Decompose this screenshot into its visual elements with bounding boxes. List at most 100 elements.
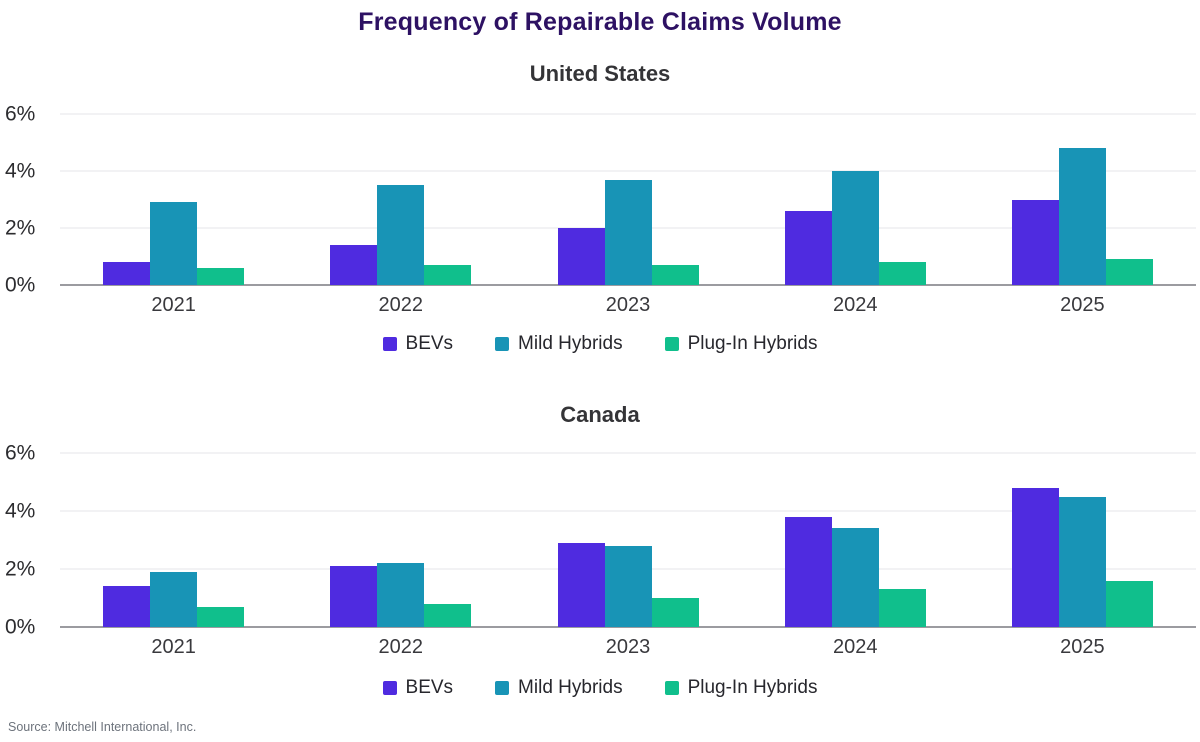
bar-plug-in-hybrids-2025 bbox=[1105, 580, 1153, 627]
x-axis-label-2021: 2021 bbox=[151, 636, 196, 658]
canada-x-axis: 2021 2022 2023 2024 2025 bbox=[60, 636, 1196, 659]
bar-bevs-2025 bbox=[1011, 199, 1059, 285]
bar-group-2025 bbox=[969, 114, 1196, 285]
bar-mild-hybrids-2025 bbox=[1058, 148, 1106, 285]
bar-mild-hybrids-2024 bbox=[831, 528, 879, 627]
bar-plug-in-hybrids-2025 bbox=[1105, 259, 1153, 285]
bar-group-2022 bbox=[287, 114, 514, 285]
legend-item-plug-in-hybrids: Plug-In Hybrids bbox=[664, 333, 818, 355]
bar-group-2021 bbox=[60, 453, 287, 627]
bar-mild-hybrids-2023 bbox=[604, 545, 652, 627]
us-chart-title: United States bbox=[529, 61, 671, 86]
y-axis-tick-2: 2% bbox=[5, 216, 36, 240]
bar-group-2022 bbox=[287, 453, 514, 627]
bar-bevs-2021 bbox=[103, 262, 151, 285]
bar-bevs-2024 bbox=[784, 210, 832, 285]
bar-mild-hybrids-2022 bbox=[377, 185, 425, 285]
y-axis-tick-0: 0% bbox=[5, 273, 36, 297]
legend-label-plug-in-hybrids: Plug-In Hybrids bbox=[687, 677, 818, 698]
legend-swatch-mild-hybrids bbox=[495, 681, 510, 695]
page-title: Frequency of Repairable Claims Volume bbox=[358, 8, 842, 36]
bar-group-2024 bbox=[742, 453, 969, 627]
us-y-axis: 6% 4% 2% 0% bbox=[0, 104, 60, 296]
bar-bevs-2023 bbox=[557, 228, 605, 285]
page: Frequency of Repairable Claims Volume Un… bbox=[0, 8, 1200, 734]
bar-bevs-2023 bbox=[557, 542, 605, 627]
x-axis-label-2023: 2023 bbox=[605, 294, 651, 316]
bar-mild-hybrids-2021 bbox=[150, 571, 198, 627]
x-axis-label-2025: 2025 bbox=[1060, 636, 1105, 658]
legend-swatch-plug-in-hybrids bbox=[664, 337, 679, 351]
bar-plug-in-hybrids-2022 bbox=[424, 265, 472, 285]
us-bar-groups bbox=[60, 114, 1196, 285]
bar-group-2025 bbox=[969, 453, 1196, 627]
x-axis-label-2022: 2022 bbox=[378, 294, 424, 316]
legend-item-bevs: BEVs bbox=[382, 677, 454, 699]
y-axis-tick-6: 6% bbox=[5, 102, 36, 126]
legend-label-bevs: BEVs bbox=[405, 677, 454, 698]
legend-label-plug-in-hybrids: Plug-In Hybrids bbox=[687, 333, 818, 354]
x-axis-label-2022: 2022 bbox=[378, 636, 424, 658]
legend-item-bevs: BEVs bbox=[382, 333, 454, 355]
canada-plot-wrap: 6% 4% 2% 0% bbox=[0, 443, 1200, 638]
legend-swatch-bevs bbox=[382, 337, 397, 351]
source-note: Source: Mitchell International, Inc. bbox=[8, 720, 197, 734]
canada-chart-title: Canada bbox=[560, 402, 640, 427]
bar-group-2023 bbox=[514, 453, 741, 627]
bar-plug-in-hybrids-2021 bbox=[197, 267, 245, 285]
y-axis-tick-2: 2% bbox=[5, 557, 36, 581]
bar-plug-in-hybrids-2023 bbox=[651, 265, 699, 285]
bar-plug-in-hybrids-2021 bbox=[197, 606, 245, 627]
legend-swatch-bevs bbox=[382, 681, 397, 695]
bar-plug-in-hybrids-2024 bbox=[878, 262, 926, 285]
gridline-6 bbox=[60, 452, 1196, 454]
x-axis-baseline bbox=[60, 626, 1196, 628]
gridline-4 bbox=[60, 170, 1196, 172]
canada-plot-area bbox=[60, 452, 1196, 628]
gridline-4 bbox=[60, 510, 1196, 512]
gridline-6 bbox=[60, 113, 1196, 115]
us-x-axis: 2021 2022 2023 2024 2025 bbox=[60, 294, 1196, 317]
x-axis-label-2025: 2025 bbox=[1060, 294, 1105, 316]
bar-mild-hybrids-2021 bbox=[150, 202, 198, 285]
bar-plug-in-hybrids-2023 bbox=[651, 598, 699, 627]
legend-swatch-plug-in-hybrids bbox=[664, 681, 679, 695]
legend-label-bevs: BEVs bbox=[405, 333, 454, 354]
legend-swatch-mild-hybrids bbox=[495, 337, 510, 351]
bar-bevs-2022 bbox=[330, 245, 378, 285]
bar-bevs-2022 bbox=[330, 566, 378, 627]
bar-mild-hybrids-2024 bbox=[831, 171, 879, 285]
canada-legend: BEVs Mild Hybrids Plug-In Hybrids bbox=[0, 677, 1200, 699]
x-axis-label-2021: 2021 bbox=[151, 294, 196, 316]
bar-mild-hybrids-2023 bbox=[604, 179, 652, 285]
legend-item-mild-hybrids: Mild Hybrids bbox=[495, 333, 623, 355]
x-axis-label-2024: 2024 bbox=[832, 294, 878, 316]
us-chart-section: United States 6% 4% 2% 0% 2021 2022 2023 2024 2… bbox=[0, 61, 1200, 355]
y-axis-tick-4: 4% bbox=[5, 499, 36, 523]
legend-item-plug-in-hybrids: Plug-In Hybrids bbox=[664, 677, 818, 699]
bar-group-2023 bbox=[514, 114, 741, 285]
legend-item-mild-hybrids: Mild Hybrids bbox=[495, 677, 623, 699]
bar-bevs-2025 bbox=[1011, 487, 1059, 627]
x-axis-label-2023: 2023 bbox=[605, 636, 651, 658]
bar-group-2024 bbox=[742, 114, 969, 285]
y-axis-tick-6: 6% bbox=[5, 441, 36, 465]
legend-label-mild-hybrids: Mild Hybrids bbox=[518, 333, 623, 354]
bar-mild-hybrids-2022 bbox=[377, 563, 425, 627]
canada-y-axis: 6% 4% 2% 0% bbox=[0, 443, 60, 638]
legend-label-mild-hybrids: Mild Hybrids bbox=[518, 677, 623, 698]
x-axis-label-2024: 2024 bbox=[832, 636, 878, 658]
bar-bevs-2024 bbox=[784, 516, 832, 627]
bar-mild-hybrids-2025 bbox=[1058, 496, 1106, 627]
bar-group-2021 bbox=[60, 114, 287, 285]
bar-bevs-2021 bbox=[103, 586, 151, 627]
us-plot-area bbox=[60, 113, 1196, 286]
canada-chart-section: Canada 6% 4% 2% 0% 2021 2022 2023 2024 2025 BEV… bbox=[0, 402, 1200, 699]
canada-bar-groups bbox=[60, 453, 1196, 627]
us-plot-wrap: 6% 4% 2% 0% bbox=[0, 104, 1200, 296]
bar-plug-in-hybrids-2022 bbox=[424, 603, 472, 627]
y-axis-tick-0: 0% bbox=[5, 615, 36, 639]
us-legend: BEVs Mild Hybrids Plug-In Hybrids bbox=[0, 333, 1200, 355]
x-axis-baseline bbox=[60, 284, 1196, 286]
bar-plug-in-hybrids-2024 bbox=[878, 589, 926, 627]
